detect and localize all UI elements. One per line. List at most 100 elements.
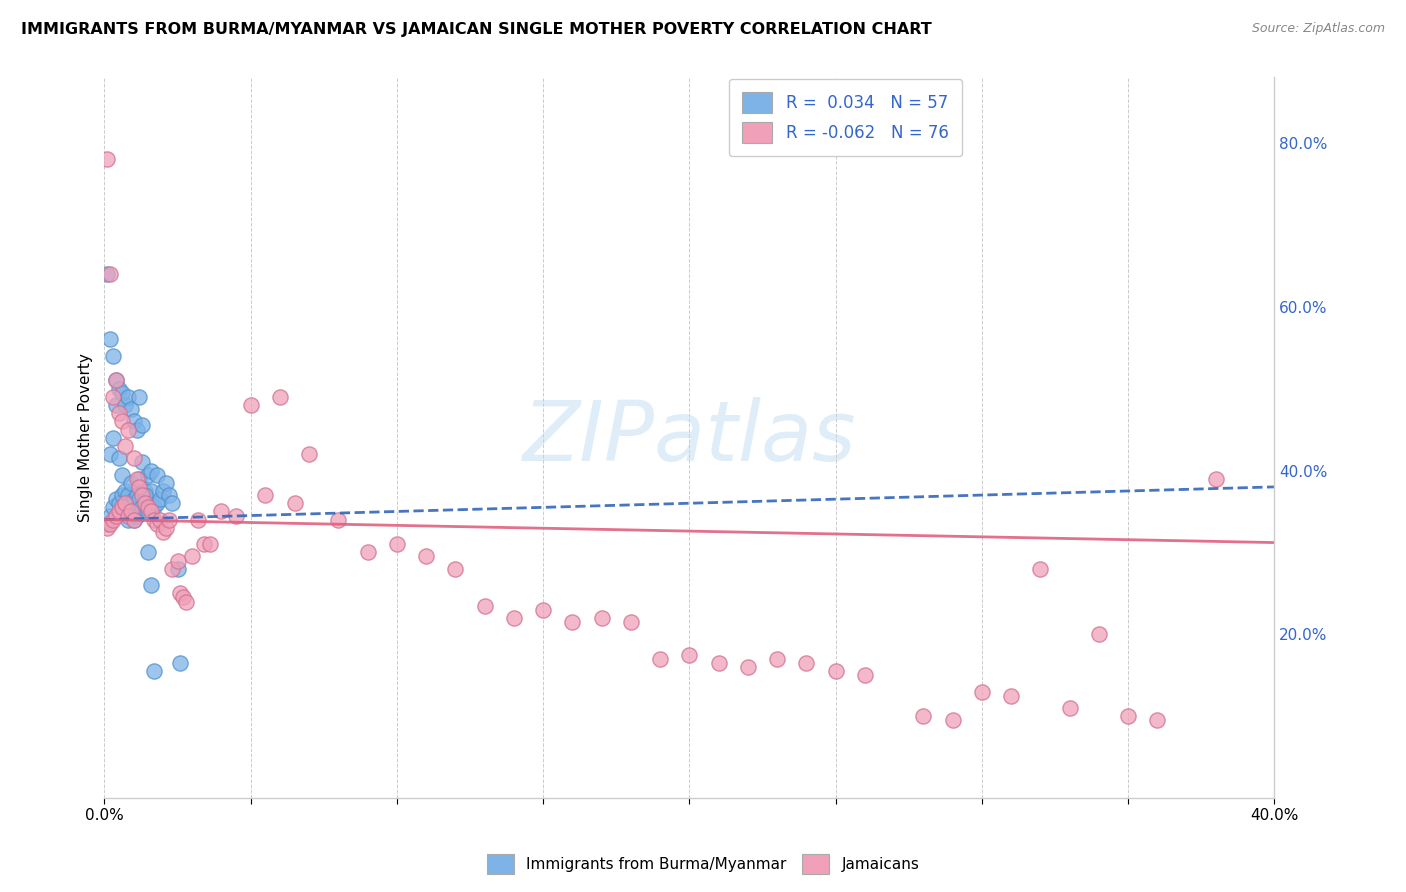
Point (134, 496, 156, 510)
Point (169, 656, 191, 670)
Point (181, 549, 204, 564)
Point (143, 500, 166, 515)
Point (108, 406, 131, 420)
Point (108, 496, 131, 510)
Point (853, 668, 876, 682)
Point (166, 553, 188, 567)
Point (131, 455, 153, 469)
Point (131, 418, 153, 433)
Point (169, 586, 191, 600)
Point (120, 496, 142, 510)
Point (254, 488, 277, 502)
Point (970, 684, 993, 698)
Point (531, 603, 554, 617)
Point (283, 496, 305, 510)
Point (98, 508, 121, 523)
Point (105, 398, 128, 412)
Legend: R =  0.034   N = 57, R = -0.062   N = 76: R = 0.034 N = 57, R = -0.062 N = 76 (728, 78, 962, 156)
Point (1059, 701, 1081, 715)
Point (193, 537, 215, 551)
Point (766, 652, 789, 666)
Point (561, 615, 583, 629)
Point (1205, 472, 1227, 486)
Point (157, 513, 180, 527)
Point (591, 611, 613, 625)
Point (111, 467, 134, 482)
Point (141, 504, 163, 518)
Point (101, 390, 124, 404)
Point (824, 664, 846, 678)
Point (415, 549, 437, 564)
Point (120, 402, 142, 417)
Point (108, 504, 131, 518)
Point (122, 513, 145, 527)
Point (128, 492, 150, 507)
Point (111, 488, 134, 502)
Point (209, 504, 232, 518)
Point (143, 664, 166, 678)
Point (444, 562, 467, 576)
Point (134, 483, 156, 498)
Point (101, 500, 124, 515)
Point (502, 611, 524, 625)
Point (172, 591, 194, 605)
Point (298, 447, 321, 461)
Point (108, 451, 131, 466)
Point (146, 467, 169, 482)
Point (120, 504, 142, 518)
Point (117, 390, 139, 404)
Y-axis label: Single Mother Poverty: Single Mother Poverty (79, 353, 93, 522)
Point (117, 423, 139, 437)
Text: IMMIGRANTS FROM BURMA/MYANMAR VS JAMAICAN SINGLE MOTHER POVERTY CORRELATION CHAR: IMMIGRANTS FROM BURMA/MYANMAR VS JAMAICA… (21, 22, 932, 37)
Point (1146, 713, 1168, 727)
Point (96, 153, 118, 167)
Point (152, 483, 174, 498)
Point (111, 385, 134, 400)
Point (114, 439, 136, 453)
Point (131, 500, 153, 515)
Point (239, 398, 262, 412)
Point (108, 382, 131, 396)
Point (117, 488, 139, 502)
Point (152, 524, 174, 539)
Point (114, 398, 136, 412)
Point (96, 521, 118, 535)
Point (141, 463, 163, 477)
Point (122, 414, 145, 428)
Point (155, 475, 177, 490)
Point (105, 373, 128, 387)
Point (125, 423, 148, 437)
Point (122, 513, 145, 527)
Point (136, 545, 159, 559)
Point (125, 488, 148, 502)
Point (1116, 709, 1139, 723)
Point (141, 578, 163, 592)
Point (143, 513, 166, 527)
Point (96, 267, 118, 281)
Point (128, 390, 150, 404)
Point (620, 615, 643, 629)
Point (174, 594, 197, 608)
Point (98, 447, 121, 461)
Point (111, 414, 134, 428)
Text: Source: ZipAtlas.com: Source: ZipAtlas.com (1251, 22, 1385, 36)
Point (328, 513, 350, 527)
Point (149, 492, 172, 507)
Point (122, 451, 145, 466)
Point (105, 492, 128, 507)
Point (105, 373, 128, 387)
Point (269, 390, 291, 404)
Point (650, 652, 672, 666)
Point (98, 267, 121, 281)
Text: ZIPatlas: ZIPatlas (523, 397, 856, 478)
Point (225, 508, 247, 523)
Point (98, 333, 121, 347)
Point (149, 513, 172, 527)
Point (128, 480, 150, 494)
Point (1088, 627, 1111, 641)
Point (385, 537, 408, 551)
Point (122, 492, 145, 507)
Point (198, 537, 221, 551)
Point (160, 496, 183, 510)
Point (125, 508, 148, 523)
